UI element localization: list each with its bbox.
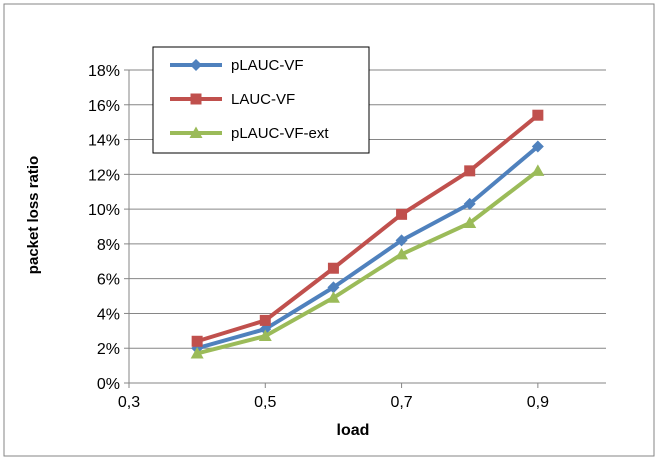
data-point <box>463 197 476 210</box>
data-point <box>327 281 340 294</box>
y-tick-label: 0% <box>97 376 120 393</box>
data-point <box>395 247 409 260</box>
series-1 <box>191 109 544 347</box>
data-point <box>532 109 544 121</box>
y-axis-label: packet loss ratio <box>25 156 42 274</box>
y-tick-label: 14% <box>88 133 120 150</box>
series-lines <box>190 109 545 359</box>
data-point <box>464 165 476 177</box>
y-tick-label: 10% <box>88 202 120 219</box>
legend-label: pLAUC-VF <box>231 57 304 74</box>
series-line <box>195 113 540 344</box>
legend-label: LAUC-VF <box>231 91 295 108</box>
series-0 <box>191 140 544 355</box>
legend-marker <box>190 93 202 105</box>
legend-item: pLAUC-VF <box>170 57 304 74</box>
y-tick-label: 2% <box>97 341 120 358</box>
legend-label: pLAUC-VF-ext <box>231 125 329 142</box>
y-tick-label: 16% <box>88 98 120 115</box>
legend-item: LAUC-VF <box>170 91 295 108</box>
data-point <box>327 262 339 274</box>
legend: pLAUC-VF LAUC-VF pLAUC-VF-ext <box>152 46 370 154</box>
y-tick-label: 18% <box>88 63 120 80</box>
series-line <box>195 168 540 356</box>
data-point <box>396 208 408 220</box>
series-2 <box>190 164 545 359</box>
y-tick-labels: 0% 2% 4% 6% 8% 10% 12% 14% 16% 18% <box>88 63 129 393</box>
data-point <box>190 346 204 359</box>
x-tick-label: 0,3 <box>118 394 140 411</box>
y-tick-label: 8% <box>97 237 120 254</box>
data-point <box>326 291 340 303</box>
legend-item: pLAUC-VF-ext <box>170 125 329 142</box>
x-tick-label: 0,7 <box>390 394 412 411</box>
x-tick-label: 0,9 <box>527 394 549 411</box>
legend-marker <box>190 59 202 71</box>
x-axis-label: load <box>337 422 370 439</box>
x-tick-label: 0,5 <box>254 394 276 411</box>
y-tick-label: 12% <box>88 167 120 184</box>
x-tick-labels: 0,3 0,5 0,7 0,9 <box>118 383 549 411</box>
legend-marker <box>189 126 203 138</box>
data-point <box>258 329 272 342</box>
data-point <box>531 140 544 153</box>
data-point <box>395 234 408 247</box>
data-point <box>259 314 271 326</box>
y-tick-label: 4% <box>97 306 120 323</box>
series-line <box>195 144 540 351</box>
data-point <box>191 335 203 347</box>
y-tick-label: 6% <box>97 272 120 289</box>
data-point <box>531 164 545 176</box>
data-point <box>463 216 477 229</box>
